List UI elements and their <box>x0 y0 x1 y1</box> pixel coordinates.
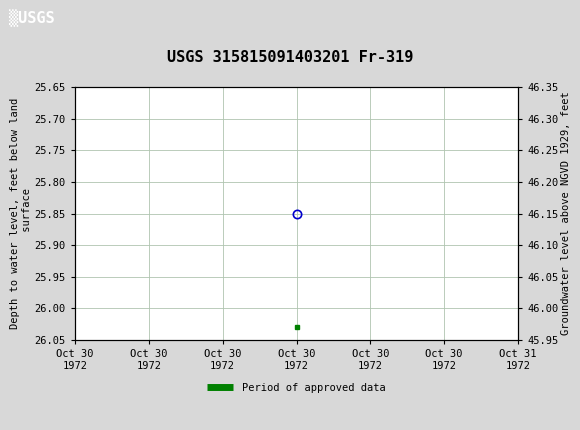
Y-axis label: Depth to water level, feet below land
 surface: Depth to water level, feet below land su… <box>10 98 32 329</box>
Text: ▒USGS: ▒USGS <box>9 10 55 27</box>
Legend: Period of approved data: Period of approved data <box>203 378 390 397</box>
Text: USGS 315815091403201 Fr-319: USGS 315815091403201 Fr-319 <box>167 50 413 65</box>
Y-axis label: Groundwater level above NGVD 1929, feet: Groundwater level above NGVD 1929, feet <box>561 92 571 335</box>
